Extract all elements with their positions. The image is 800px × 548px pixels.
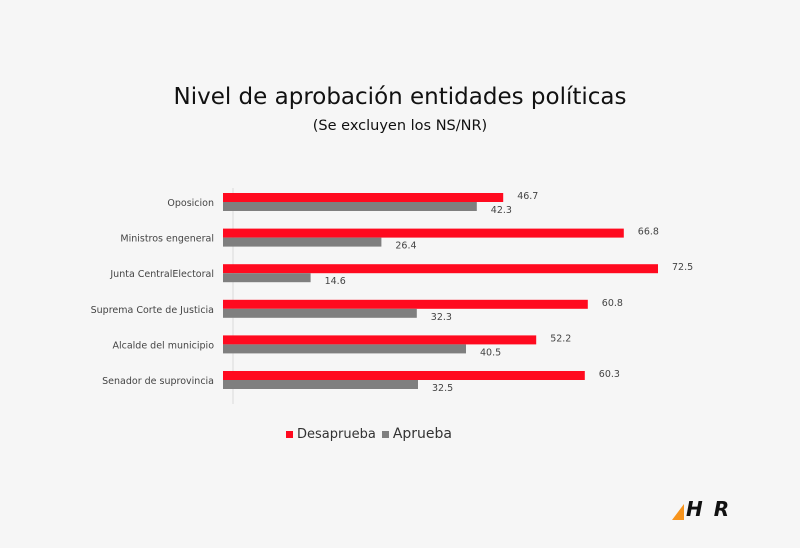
hr-logo-icon: [672, 504, 684, 520]
bar-desaprueba: [223, 264, 658, 274]
legend-item-desaprueba: Desaprueba: [286, 427, 376, 442]
category-label: Senador de suprovincia: [102, 376, 214, 387]
legend-label-aprueba: Aprueba: [392, 426, 452, 442]
legend-swatch-desaprueba: [286, 430, 293, 438]
legend-label-desaprueba: Desaprueba: [297, 426, 376, 442]
legend-swatch-aprueba: [381, 430, 389, 438]
chart-subtitle: (Se excluyen los NS/NR): [312, 118, 488, 134]
bar-aprueba: [223, 237, 382, 247]
bar-desaprueba: [223, 335, 537, 345]
data-label-aprueba: 42.3: [491, 205, 512, 216]
category-label: Alcalde del municipio: [112, 340, 214, 351]
bar-aprueba: [223, 308, 417, 318]
bar-aprueba: [223, 273, 311, 283]
data-label-desaprueba: 72.5: [672, 262, 693, 273]
legend: Desaprueba Aprueba: [286, 426, 458, 442]
data-label-desaprueba: 52.2: [550, 333, 571, 344]
data-label-desaprueba: 60.3: [599, 369, 620, 380]
chart-title: Nivel de aprobación entidades políticas: [173, 84, 627, 110]
data-label-aprueba: 32.5: [432, 383, 453, 394]
data-label-desaprueba: 60.8: [602, 298, 623, 309]
bar-aprueba: [223, 344, 466, 354]
bar-aprueba: [223, 202, 477, 211]
bar-desaprueba: [223, 299, 588, 309]
data-label-aprueba: 32.3: [431, 312, 452, 323]
category-label: Junta CentralElectoral: [109, 269, 214, 280]
data-label-desaprueba: 46.7: [517, 191, 538, 202]
category-label: Oposicion: [167, 198, 214, 209]
bar-desaprueba: [223, 228, 624, 238]
logo-text: H R: [686, 497, 732, 521]
data-label-aprueba: 40.5: [480, 347, 501, 358]
category-label: Suprema Corte de Justicia: [91, 305, 214, 316]
data-label-aprueba: 14.6: [325, 276, 346, 287]
bar-desaprueba: [223, 371, 585, 380]
category-label: Ministros engeneral: [120, 234, 214, 245]
data-label-aprueba: 26.4: [395, 241, 416, 252]
bar-aprueba: [223, 380, 418, 389]
legend-item-aprueba: Aprueba: [381, 426, 452, 442]
bar-desaprueba: [223, 193, 504, 202]
data-label-desaprueba: 66.8: [638, 227, 659, 238]
